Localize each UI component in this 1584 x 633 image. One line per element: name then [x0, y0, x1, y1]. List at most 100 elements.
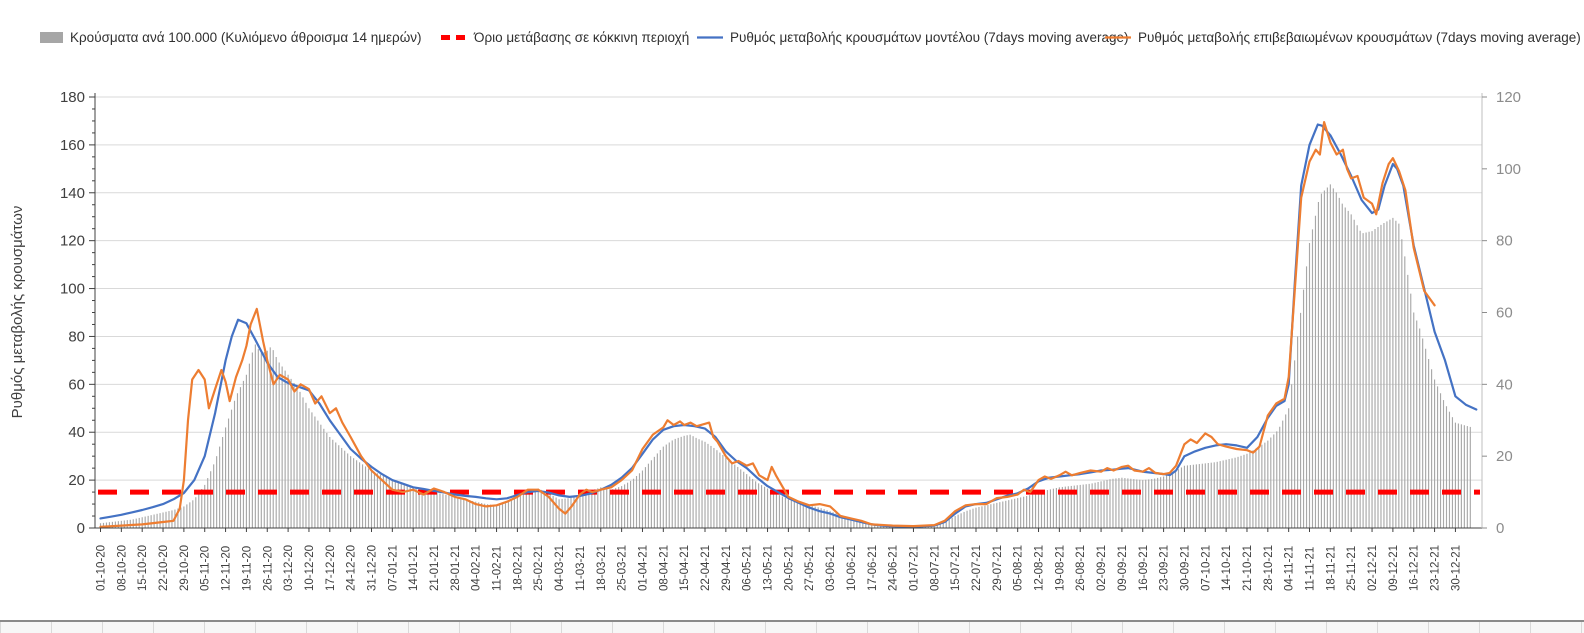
legend-item-confirmed-rate[interactable]: Ρυθμός μεταβολής επιβεβαιωμένων κρουσμάτ…	[1105, 26, 1581, 48]
svg-text:25-02-21: 25-02-21	[533, 545, 545, 591]
svg-text:24-06-21: 24-06-21	[888, 545, 900, 591]
svg-text:24-12-20: 24-12-20	[346, 545, 358, 591]
svg-text:29-07-21: 29-07-21	[992, 545, 1004, 591]
svg-text:28-10-21: 28-10-21	[1263, 545, 1275, 591]
y-gridlines	[95, 96, 1482, 481]
legend-label-model-rate: Ρυθμός μεταβολής κρουσμάτων μοντέλου (7d…	[730, 29, 1129, 45]
svg-text:120: 120	[1496, 89, 1521, 106]
chart-plot-area: 0 20 40 60 80 100 120 140 160 180 0 20 40 60 80 100 120…	[9, 89, 1521, 591]
svg-text:02-09-21: 02-09-21	[1096, 545, 1108, 591]
confirmed-line-series	[99, 120, 1436, 528]
svg-text:17-06-21: 17-06-21	[867, 545, 879, 591]
svg-text:11-02-21: 11-02-21	[492, 546, 504, 591]
svg-text:80: 80	[1496, 233, 1513, 250]
svg-text:15-07-21: 15-07-21	[950, 545, 962, 591]
y-axis-labels-left: 0 20 40 60 80 100 120 140 160 180	[60, 89, 85, 537]
svg-text:12-08-21: 12-08-21	[1034, 545, 1046, 591]
svg-text:31-12-20: 31-12-20	[366, 545, 378, 591]
legend-item-cases[interactable]: Κρούσματα ανά 100.000 (Κυλιόμενο άθροισμ…	[40, 26, 422, 48]
svg-text:13-05-21: 13-05-21	[763, 545, 775, 591]
svg-text:08-04-21: 08-04-21	[658, 545, 670, 591]
legend-label-threshold: Όριο μετάβασης σε κόκκινη περιοχή	[474, 29, 690, 45]
svg-text:12-11-20: 12-11-20	[221, 546, 233, 591]
svg-text:18-03-21: 18-03-21	[596, 545, 608, 591]
svg-text:14-01-21: 14-01-21	[408, 545, 420, 591]
svg-text:19-11-20: 19-11-20	[241, 546, 253, 591]
svg-text:17-12-20: 17-12-20	[325, 545, 337, 591]
svg-text:05-11-20: 05-11-20	[200, 546, 212, 591]
y-axis-labels-right: 0 20 40 60 80 100 120	[1496, 89, 1521, 537]
svg-text:29-10-20: 29-10-20	[179, 545, 191, 591]
svg-text:30-09-21: 30-09-21	[1179, 545, 1191, 591]
svg-text:19-08-21: 19-08-21	[1054, 545, 1066, 591]
svg-text:100: 100	[60, 281, 85, 298]
svg-text:15-04-21: 15-04-21	[679, 545, 691, 591]
legend-item-model-rate[interactable]: Ρυθμός μεταβολής κρουσμάτων μοντέλου (7d…	[697, 26, 1129, 48]
svg-text:29-04-21: 29-04-21	[721, 545, 733, 591]
svg-text:23-12-21: 23-12-21	[1430, 545, 1442, 591]
svg-text:30-12-21: 30-12-21	[1450, 545, 1462, 591]
spreadsheet-row-strip[interactable]	[0, 620, 1584, 633]
svg-text:02-12-21: 02-12-21	[1367, 545, 1379, 591]
axes	[89, 93, 1487, 532]
svg-text:22-10-20: 22-10-20	[158, 545, 170, 591]
svg-text:22-04-21: 22-04-21	[700, 545, 712, 591]
svg-text:120: 120	[60, 233, 85, 250]
svg-text:18-02-21: 18-02-21	[512, 545, 524, 591]
svg-text:10-06-21: 10-06-21	[846, 545, 858, 591]
svg-text:01-04-21: 01-04-21	[637, 545, 649, 591]
svg-text:09-09-21: 09-09-21	[1117, 545, 1129, 591]
svg-text:18-11-21: 18-11-21	[1325, 546, 1337, 591]
cases-bar-swatch-icon	[40, 31, 63, 43]
svg-text:15-10-20: 15-10-20	[137, 545, 149, 591]
svg-text:26-11-20: 26-11-20	[262, 546, 274, 591]
svg-text:25-11-21: 25-11-21	[1346, 546, 1358, 591]
svg-text:26-08-21: 26-08-21	[1075, 545, 1087, 591]
svg-text:140: 140	[60, 185, 85, 202]
svg-text:60: 60	[1496, 305, 1513, 322]
svg-text:21-10-21: 21-10-21	[1242, 545, 1254, 591]
left-axis-title: Ρυθμός μεταβολής κρουσμάτων	[9, 206, 26, 419]
svg-text:01-10-20: 01-10-20	[96, 545, 108, 591]
svg-text:80: 80	[68, 328, 85, 345]
chart-legend: Κρούσματα ανά 100.000 (Κυλιόμενο άθροισμ…	[0, 26, 1584, 48]
svg-text:01-07-21: 01-07-21	[908, 545, 920, 591]
svg-text:20: 20	[68, 472, 85, 489]
legend-label-confirmed-rate: Ρυθμός μεταβολής επιβεβαιωμένων κρουσμάτ…	[1138, 29, 1581, 45]
svg-text:22-07-21: 22-07-21	[971, 545, 983, 591]
svg-text:08-07-21: 08-07-21	[929, 545, 941, 591]
svg-text:20: 20	[1496, 448, 1513, 465]
svg-text:40: 40	[1496, 376, 1513, 393]
svg-text:04-11-21: 04-11-21	[1284, 546, 1296, 591]
svg-text:11-03-21: 11-03-21	[575, 546, 587, 591]
svg-text:160: 160	[60, 137, 85, 154]
svg-text:16-12-21: 16-12-21	[1409, 545, 1421, 591]
svg-text:25-03-21: 25-03-21	[617, 545, 629, 591]
svg-text:03-06-21: 03-06-21	[825, 545, 837, 591]
legend-label-cases: Κρούσματα ανά 100.000 (Κυλιόμενο άθροισμ…	[70, 29, 422, 45]
svg-text:16-09-21: 16-09-21	[1138, 545, 1150, 591]
svg-text:03-12-20: 03-12-20	[283, 545, 295, 591]
svg-text:07-10-21: 07-10-21	[1200, 545, 1212, 591]
svg-text:09-12-21: 09-12-21	[1388, 545, 1400, 591]
svg-text:60: 60	[68, 376, 85, 393]
svg-text:08-10-20: 08-10-20	[116, 545, 128, 591]
model-line-series	[99, 123, 1478, 528]
threshold-dash-icon	[441, 34, 467, 40]
svg-text:05-08-21: 05-08-21	[1013, 545, 1025, 591]
svg-text:04-03-21: 04-03-21	[554, 545, 566, 591]
svg-text:0: 0	[77, 520, 85, 537]
model-line-icon	[697, 35, 723, 39]
svg-text:0: 0	[1496, 520, 1504, 537]
svg-text:06-05-21: 06-05-21	[742, 545, 754, 591]
x-axis-labels: 01-10-20 08-10-20 15-10-20 22-10-20 29-10-20…	[96, 545, 1463, 591]
svg-text:14-10-21: 14-10-21	[1221, 545, 1233, 591]
svg-text:40: 40	[68, 424, 85, 441]
confirmed-line-icon	[1105, 35, 1131, 39]
svg-text:11-11-21: 11-11-21	[1305, 547, 1317, 591]
svg-text:20-05-21: 20-05-21	[783, 545, 795, 591]
svg-text:180: 180	[60, 89, 85, 106]
legend-item-threshold[interactable]: Όριο μετάβασης σε κόκκινη περιοχή	[441, 26, 689, 48]
svg-text:21-01-21: 21-01-21	[429, 545, 441, 591]
